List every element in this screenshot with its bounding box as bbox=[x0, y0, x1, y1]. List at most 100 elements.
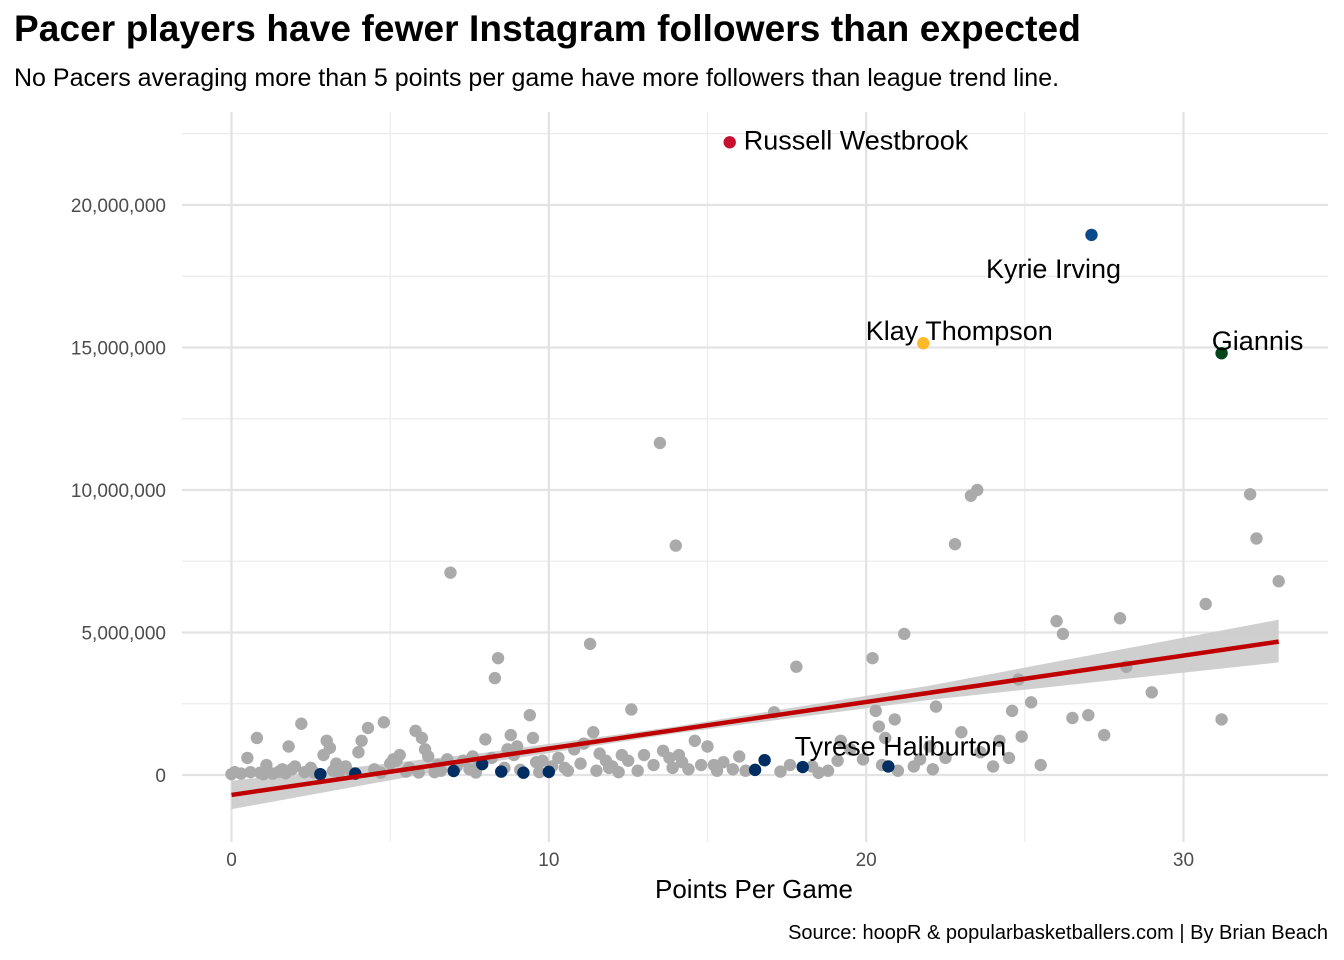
league-point bbox=[637, 748, 651, 762]
league-point bbox=[361, 721, 375, 735]
league-point bbox=[739, 764, 752, 777]
league-point bbox=[418, 743, 432, 756]
league-point bbox=[888, 713, 901, 726]
highlight-point bbox=[1215, 347, 1228, 360]
league-point bbox=[733, 750, 746, 763]
y-tick-label: 15,000,000 bbox=[71, 339, 166, 360]
league-point bbox=[533, 765, 546, 779]
pacers-point bbox=[495, 765, 508, 778]
league-point bbox=[647, 758, 660, 772]
league-point bbox=[891, 764, 905, 777]
highlight-point bbox=[723, 136, 736, 149]
league-point bbox=[491, 651, 505, 665]
x-tick-label: 0 bbox=[226, 850, 237, 871]
league-point bbox=[974, 746, 987, 759]
pacers-point bbox=[447, 764, 460, 778]
league-point bbox=[602, 761, 616, 775]
chart-title: Pacer players have fewer Instagram follo… bbox=[14, 8, 1081, 49]
league-point bbox=[1250, 532, 1263, 545]
league-point bbox=[488, 671, 502, 685]
pacers-point bbox=[542, 765, 556, 779]
league-point bbox=[276, 763, 289, 776]
league-point bbox=[282, 740, 295, 753]
league-point bbox=[615, 748, 629, 762]
league-point bbox=[390, 754, 403, 767]
league-point bbox=[330, 757, 343, 770]
league-point bbox=[986, 760, 1000, 773]
league-point bbox=[1002, 751, 1016, 765]
league-point bbox=[241, 751, 254, 765]
league-point bbox=[688, 734, 702, 747]
y-tick-label: 10,000,000 bbox=[71, 481, 166, 502]
league-point bbox=[682, 763, 695, 776]
league-point bbox=[1082, 708, 1095, 722]
pacers-point bbox=[517, 766, 530, 779]
y-axis-ticks: 0 5,000,000 10,000,000 15,000,000 20,000,000 bbox=[71, 196, 166, 787]
league-point bbox=[479, 733, 492, 746]
highlight-point bbox=[917, 337, 930, 350]
league-point bbox=[926, 763, 940, 776]
player-label: Klay Thompson bbox=[866, 316, 1053, 346]
league-point bbox=[1050, 614, 1063, 628]
league-point bbox=[913, 753, 927, 766]
league-point bbox=[244, 765, 257, 779]
league-point bbox=[821, 764, 835, 777]
trend-line bbox=[231, 639, 1280, 798]
league-point bbox=[583, 637, 597, 651]
league-point bbox=[574, 757, 587, 770]
league-point bbox=[295, 717, 308, 730]
league-point bbox=[790, 660, 803, 673]
chart-subtitle: No Pacers averaging more than 5 points p… bbox=[14, 64, 1060, 92]
y-tick-label: 20,000,000 bbox=[71, 196, 166, 217]
y-tick-label: 5,000,000 bbox=[81, 624, 166, 645]
league-point bbox=[856, 753, 870, 766]
x-tick-label: 30 bbox=[1173, 850, 1194, 871]
league-point bbox=[717, 755, 730, 769]
league-point bbox=[898, 627, 911, 641]
league-point bbox=[831, 754, 844, 767]
league-point bbox=[923, 740, 936, 753]
league-point bbox=[561, 764, 575, 777]
league-point bbox=[250, 731, 264, 745]
league-point bbox=[444, 566, 457, 579]
league-point bbox=[1243, 488, 1257, 501]
league-point bbox=[1215, 713, 1228, 726]
league-point bbox=[536, 754, 549, 767]
x-tick-label: 20 bbox=[856, 850, 877, 871]
league-point bbox=[504, 728, 517, 742]
player-label: Russell Westbrook bbox=[744, 125, 969, 155]
x-axis-ticks: 0 10 20 30 bbox=[226, 850, 1194, 871]
league-point bbox=[552, 751, 565, 765]
league-point bbox=[669, 539, 682, 552]
league-point bbox=[663, 751, 676, 765]
pacers-point bbox=[314, 767, 327, 781]
league-points-layer bbox=[225, 436, 1285, 781]
league-point bbox=[1056, 627, 1070, 641]
grid-major bbox=[182, 112, 1328, 842]
league-point bbox=[948, 537, 962, 551]
league-point bbox=[872, 720, 886, 733]
highlight-point bbox=[882, 760, 895, 773]
league-point bbox=[377, 716, 391, 729]
league-point bbox=[672, 748, 686, 762]
player-label: Tyrese Haliburton bbox=[795, 731, 1007, 761]
league-point bbox=[590, 764, 603, 777]
source-caption: Source: hoopR & popularbasketballers.com… bbox=[788, 922, 1328, 944]
league-point bbox=[707, 758, 721, 772]
player-label: Giannis bbox=[1212, 326, 1304, 356]
league-point bbox=[234, 767, 248, 780]
league-point bbox=[834, 734, 847, 747]
league-point bbox=[929, 700, 943, 713]
x-tick-label: 10 bbox=[538, 850, 559, 871]
league-point bbox=[666, 761, 679, 775]
league-point bbox=[993, 734, 1006, 747]
league-point bbox=[1034, 758, 1047, 772]
league-point bbox=[774, 765, 787, 778]
league-point bbox=[260, 758, 273, 772]
league-point bbox=[971, 483, 984, 497]
confidence-band-layer bbox=[231, 619, 1279, 810]
grid-minor bbox=[182, 112, 1328, 842]
league-point bbox=[612, 765, 625, 779]
league-point bbox=[726, 763, 740, 776]
